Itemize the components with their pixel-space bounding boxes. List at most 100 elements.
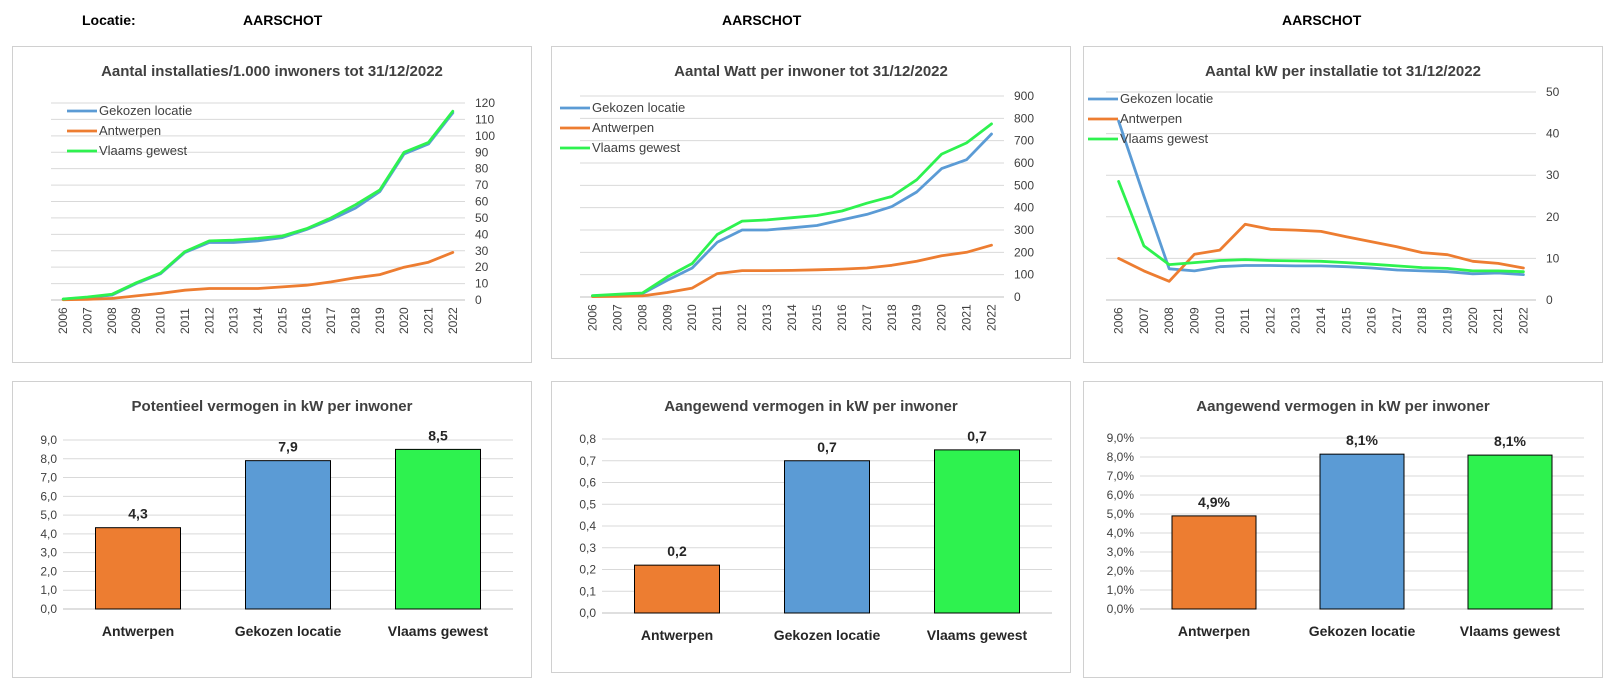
line-chart-svg: Aantal Watt per inwoner tot 31/12/2022 0 1…	[560, 63, 1034, 331]
y-tick-label: 8,0	[40, 452, 57, 466]
y-tick-label: 5,0	[40, 508, 57, 522]
y-tick-label: 60	[475, 195, 489, 209]
x-tick-label: 2011	[710, 305, 724, 331]
y-tick-label: 0,0	[40, 602, 57, 616]
y-tick-label: 6,0%	[1107, 488, 1135, 502]
location-name-3: AARSCHOT	[1282, 12, 1362, 28]
y-tick-label: 10	[1546, 251, 1560, 265]
y-tick-label: 800	[1014, 111, 1034, 125]
x-tick-label: 2008	[1162, 307, 1176, 334]
x-tick-label: 2012	[735, 304, 749, 331]
y-tick-label: 0,3	[579, 541, 596, 555]
category-label: Vlaams gewest	[1460, 623, 1561, 639]
x-tick-label: 2016	[835, 304, 849, 331]
data-label: 8,1%	[1494, 433, 1526, 449]
x-tick-label: 2022	[1516, 307, 1530, 334]
y-tick-label: 9,0%	[1107, 431, 1135, 445]
y-tick-label: 20	[1546, 210, 1560, 224]
bar-gekozen-locatie	[784, 460, 870, 614]
x-tick-label: 2006	[56, 307, 70, 334]
y-tick-label: 0,0	[579, 606, 596, 620]
y-tick-label: 4,0%	[1107, 526, 1135, 540]
y-tick-label: 0,5	[579, 497, 596, 511]
bar-gekozen-locatie	[1319, 453, 1405, 610]
y-tick-label: 6,0	[40, 489, 57, 503]
bar-chart-svg: Potentieel vermogen in kW per inwoner 0,0…	[40, 398, 513, 639]
data-label: 4,9%	[1198, 494, 1230, 510]
chart-title: Aangewend vermogen in kW per inwoner	[664, 398, 958, 415]
y-tick-label: 9,0	[40, 433, 57, 447]
y-tick-label: 70	[475, 178, 489, 192]
y-tick-label: 0,8	[579, 432, 596, 446]
y-tick-label: 40	[475, 227, 489, 241]
chart-title: Aantal Watt per inwoner tot 31/12/2022	[674, 63, 948, 80]
y-tick-label: 2,0	[40, 564, 57, 578]
legend-entry: Vlaams gewest	[592, 140, 681, 155]
x-tick-label: 2008	[635, 304, 649, 331]
x-tick-label: 2014	[251, 307, 265, 334]
category-label: Gekozen locatie	[235, 623, 342, 639]
series-line-vlaams-gewest	[1117, 179, 1525, 274]
y-tick-label: 900	[1014, 89, 1034, 103]
bar-vlaams-gewest	[1467, 454, 1553, 610]
x-tick-label: 2022	[985, 304, 999, 331]
category-label: Gekozen locatie	[1309, 623, 1416, 639]
chart-title: Aangewend vermogen in kW per inwoner	[1196, 398, 1490, 415]
series-line-vlaams-gewest	[591, 122, 993, 298]
y-tick-label: 20	[475, 260, 489, 274]
y-tick-label: 100	[1014, 268, 1034, 282]
y-tick-label: 50	[1546, 85, 1560, 99]
x-tick-label: 2011	[178, 308, 192, 334]
x-tick-label: 2016	[300, 307, 314, 334]
y-tick-label: 0	[475, 293, 482, 307]
y-tick-label: 1,0%	[1107, 583, 1135, 597]
x-tick-label: 2017	[324, 307, 338, 334]
x-tick-label: 2017	[860, 304, 874, 331]
x-tick-label: 2009	[1188, 307, 1202, 334]
x-tick-label: 2018	[885, 304, 899, 331]
x-tick-label: 2008	[105, 307, 119, 334]
category-label: Antwerpen	[102, 623, 174, 639]
data-label: 8,1%	[1346, 432, 1378, 448]
category-label: Vlaams gewest	[927, 627, 1028, 643]
bar-antwerpen	[634, 564, 720, 614]
x-tick-label: 2012	[202, 307, 216, 334]
x-tick-label: 2016	[1365, 307, 1379, 334]
x-tick-label: 2013	[760, 304, 774, 331]
x-tick-label: 2013	[1289, 307, 1303, 334]
x-tick-label: 2018	[1415, 307, 1429, 334]
line-chart-svg: Aantal kW per installatie tot 31/12/2022…	[1088, 63, 1560, 334]
data-label: 7,9	[278, 439, 298, 455]
x-tick-label: 2014	[1314, 307, 1328, 334]
y-tick-label: 500	[1014, 178, 1034, 192]
legend-entry: Antwerpen	[99, 123, 161, 138]
series-line-gekozen-locatie	[1117, 119, 1525, 277]
chart-title: Aantal installaties/1.000 inwoners tot 3…	[101, 63, 443, 80]
category-label: Antwerpen	[1178, 623, 1250, 639]
x-tick-label: 2021	[1491, 307, 1505, 334]
legend-entry: Vlaams gewest	[1120, 131, 1209, 146]
chart-panel-aangewend-pct: Aangewend vermogen in kW per inwoner 0,0%…	[1083, 381, 1603, 678]
legend-entry: Vlaams gewest	[99, 143, 188, 158]
x-tick-label: 2007	[81, 307, 95, 334]
bar-antwerpen	[95, 527, 181, 610]
location-name-2: AARSCHOT	[722, 12, 802, 28]
y-tick-label: 0,6	[579, 476, 596, 490]
data-label: 4,3	[128, 506, 148, 522]
y-tick-label: 7,0	[40, 471, 57, 485]
x-tick-label: 2020	[935, 304, 949, 331]
legend-entry: Antwerpen	[592, 120, 654, 135]
data-label: 0,2	[667, 543, 687, 559]
x-tick-label: 2011	[1238, 308, 1252, 334]
x-tick-label: 2021	[421, 307, 435, 334]
y-tick-label: 0,4	[579, 519, 596, 533]
line-chart-svg: Aantal installaties/1.000 inwoners tot 3…	[51, 63, 495, 334]
locatie-label: Locatie:	[82, 12, 136, 28]
x-tick-label: 2010	[1213, 307, 1227, 334]
x-tick-label: 2015	[810, 304, 824, 331]
y-tick-label: 10	[475, 277, 489, 291]
category-label: Vlaams gewest	[388, 623, 489, 639]
y-tick-label: 30	[475, 244, 489, 258]
y-tick-label: 0	[1014, 290, 1021, 304]
chart-panel-kw-installatie: Aantal kW per installatie tot 31/12/2022…	[1083, 46, 1603, 363]
